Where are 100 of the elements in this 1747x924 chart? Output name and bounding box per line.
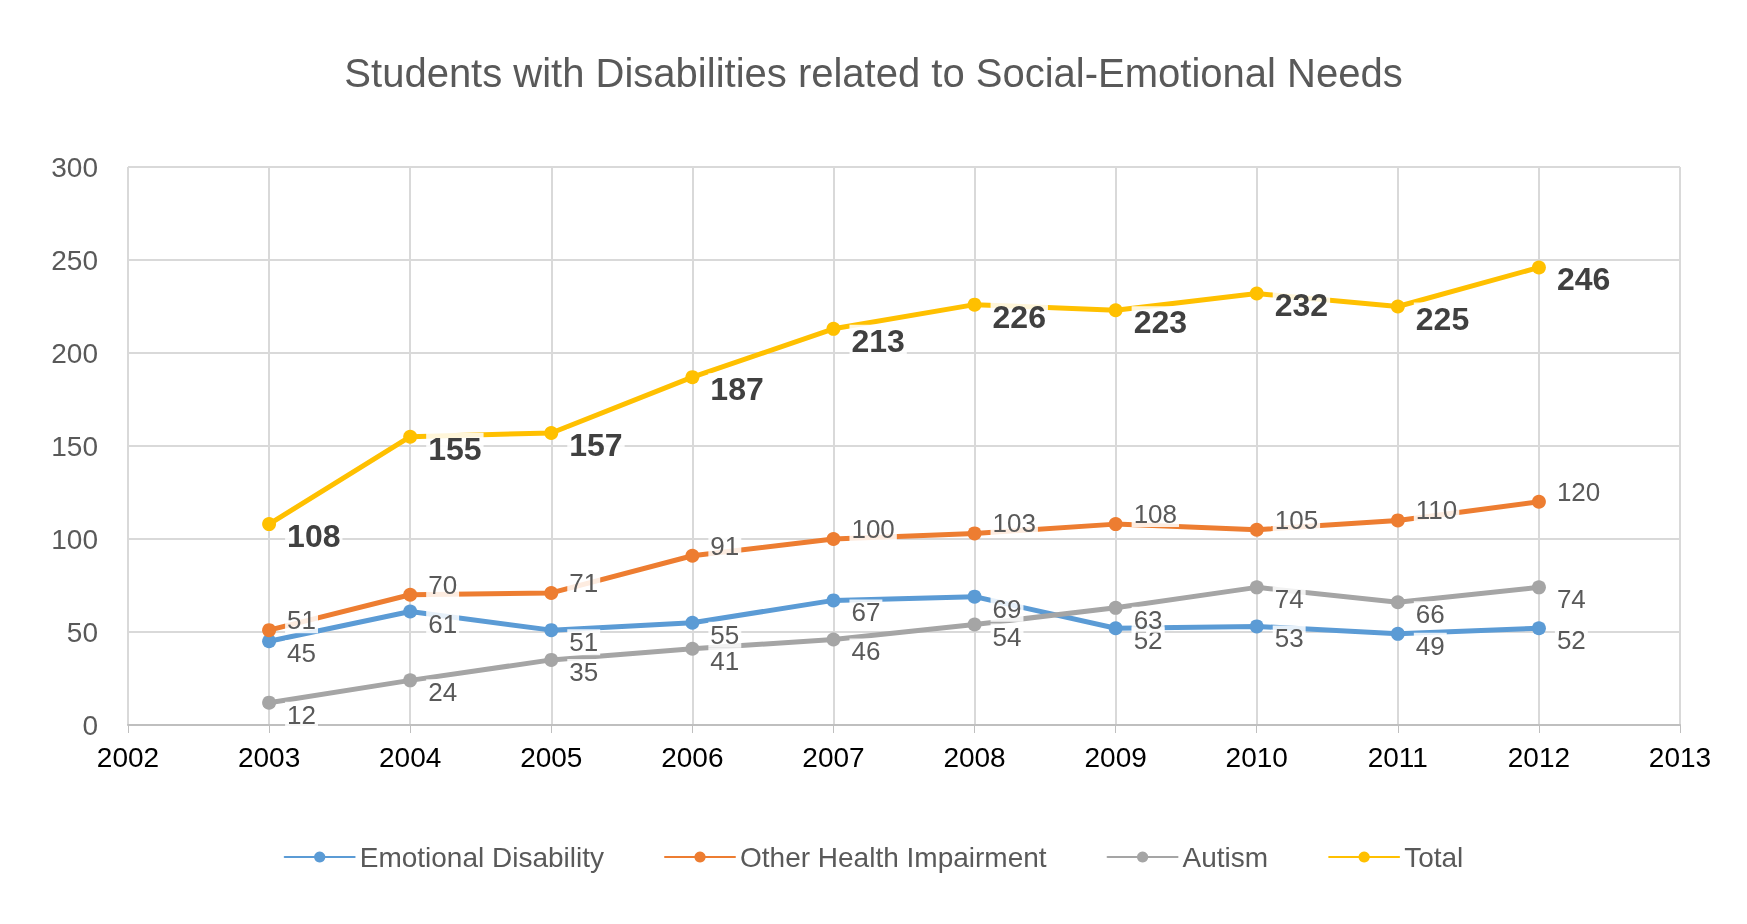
data-label: 70 xyxy=(428,569,458,600)
point xyxy=(1390,513,1405,528)
point xyxy=(1531,580,1546,595)
point xyxy=(685,615,700,630)
x-tick-label: 2013 xyxy=(1648,741,1712,773)
point xyxy=(1108,517,1123,532)
point xyxy=(1249,286,1264,301)
point xyxy=(1249,619,1264,634)
legend-label: Total xyxy=(1404,841,1464,873)
data-label: 226 xyxy=(992,298,1046,335)
x-tick-label: 2010 xyxy=(1225,741,1288,773)
data-label: 187 xyxy=(710,371,764,408)
point xyxy=(826,532,841,546)
x-tick-label: 2004 xyxy=(379,741,442,773)
point xyxy=(1390,299,1405,314)
data-label: 110 xyxy=(1415,495,1458,526)
point xyxy=(1249,580,1264,595)
point xyxy=(1108,621,1123,636)
data-label: 91 xyxy=(710,530,740,561)
data-label: 120 xyxy=(1556,476,1601,507)
point xyxy=(826,632,841,647)
point xyxy=(967,297,982,312)
x-tick-label: 2011 xyxy=(1367,741,1428,773)
data-label: 232 xyxy=(1274,287,1329,324)
point xyxy=(262,623,277,638)
x-tick-label: 2007 xyxy=(802,741,865,773)
point xyxy=(403,587,418,602)
y-tick-label: 50 xyxy=(66,616,98,648)
y-tick-label: 250 xyxy=(51,244,98,276)
legend-label: Autism xyxy=(1182,841,1269,873)
data-label: 155 xyxy=(428,430,482,467)
data-label: 74 xyxy=(1274,584,1304,615)
point xyxy=(544,585,559,600)
data-label: 54 xyxy=(992,621,1022,652)
point xyxy=(262,517,277,532)
point xyxy=(544,652,559,667)
data-label: 213 xyxy=(851,322,905,359)
data-label: 223 xyxy=(1133,304,1188,341)
point xyxy=(1390,595,1405,610)
point xyxy=(685,370,700,385)
point xyxy=(967,617,982,632)
point xyxy=(1108,303,1123,318)
point xyxy=(685,641,700,656)
chart-title: Students with Disabilities related to Social-Emotional Needs xyxy=(344,51,1403,95)
point xyxy=(403,673,418,688)
data-label: 225 xyxy=(1415,300,1470,337)
point xyxy=(826,321,841,336)
point xyxy=(403,604,418,619)
y-tick-label: 150 xyxy=(51,430,98,462)
point xyxy=(262,695,277,710)
data-label: 105 xyxy=(1274,504,1319,535)
data-label: 74 xyxy=(1556,584,1586,615)
point xyxy=(1108,600,1123,615)
point xyxy=(1390,626,1405,641)
data-label: 35 xyxy=(569,656,599,687)
point xyxy=(826,593,841,608)
point xyxy=(967,589,982,604)
data-label: 71 xyxy=(569,567,599,598)
data-label: 52 xyxy=(1556,625,1586,656)
data-label: 61 xyxy=(428,608,458,639)
data-label: 51 xyxy=(287,605,317,636)
data-label: 69 xyxy=(992,593,1022,624)
point xyxy=(1531,494,1546,509)
y-tick-label: 300 xyxy=(51,151,98,183)
data-label: 66 xyxy=(1415,599,1445,630)
data-label: 45 xyxy=(287,638,317,669)
data-label: 53 xyxy=(1274,623,1304,654)
point xyxy=(967,526,982,541)
data-label: 51 xyxy=(569,627,599,658)
point xyxy=(1531,621,1546,636)
y-tick-label: 100 xyxy=(51,523,98,555)
data-label: 24 xyxy=(428,677,458,708)
data-label: 12 xyxy=(287,699,317,730)
data-label: 41 xyxy=(710,645,740,676)
point xyxy=(544,623,559,638)
data-label: 157 xyxy=(569,426,623,463)
data-label: 100 xyxy=(851,514,895,544)
y-tick-label: 200 xyxy=(51,337,98,369)
data-label: 246 xyxy=(1556,261,1611,298)
x-tick-label: 2012 xyxy=(1507,741,1571,773)
data-label: 108 xyxy=(1133,499,1178,530)
data-label: 49 xyxy=(1415,630,1445,661)
y-tick-label: 0 xyxy=(82,709,98,741)
point xyxy=(1249,522,1264,537)
x-tick-label: 2009 xyxy=(1084,741,1147,773)
data-label: 55 xyxy=(710,619,740,650)
x-tick-label: 2006 xyxy=(661,741,724,773)
x-tick-label: 2002 xyxy=(96,741,160,773)
data-label: 46 xyxy=(851,636,881,667)
point xyxy=(403,429,418,444)
legend-label: Emotional Disability xyxy=(359,841,605,873)
data-label: 67 xyxy=(851,597,881,628)
data-label: 108 xyxy=(287,518,341,555)
x-tick-label: 2003 xyxy=(237,741,301,773)
legend-label: Other Health Impairment xyxy=(740,841,1047,873)
x-tick-label: 2008 xyxy=(943,741,1006,773)
point xyxy=(544,425,559,440)
point xyxy=(685,548,700,563)
data-label: 103 xyxy=(992,508,1036,539)
point xyxy=(1531,260,1546,275)
